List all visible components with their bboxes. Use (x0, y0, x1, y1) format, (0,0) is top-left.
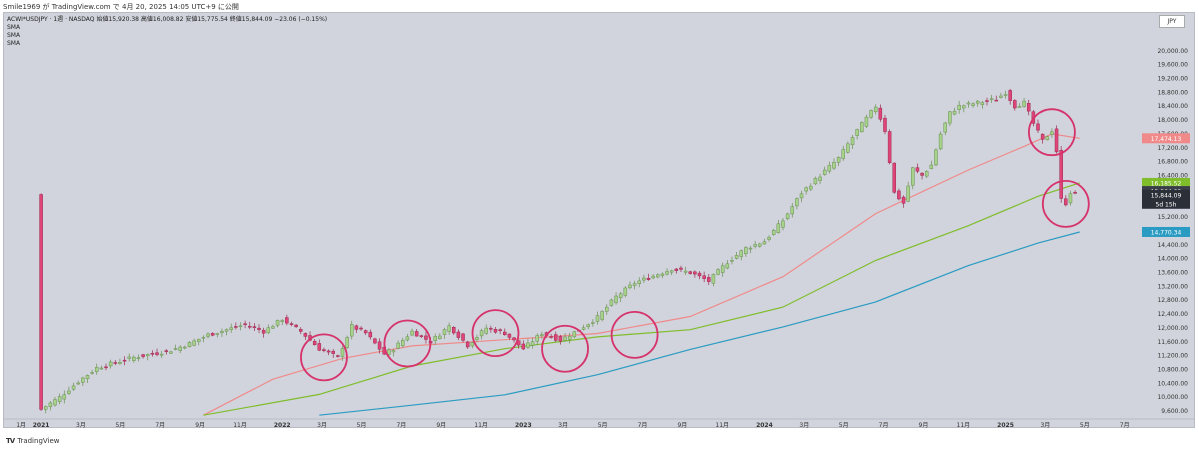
indicator-sma-2[interactable]: SMA (7, 32, 21, 39)
indicator-sma-3[interactable]: SMA (7, 40, 21, 47)
currency-label[interactable]: JPY (1159, 15, 1185, 28)
chart-legend: ACWI*USDJPY · 1週 · NASDAQ 始値15,920.38 高値… (7, 16, 327, 48)
indicator-sma-1[interactable]: SMA (7, 24, 21, 31)
ohlc-values: 始値15,920.38 高値16,008.82 安値15,775.54 終値15… (96, 16, 328, 23)
tradingview-logo-icon: TV (6, 437, 15, 445)
brand-name[interactable]: TradingView (17, 437, 60, 445)
legend-title-row: ACWI*USDJPY · 1週 · NASDAQ 始値15,920.38 高値… (7, 16, 327, 24)
footer: TV TradingView (6, 437, 60, 445)
chart-panel[interactable] (3, 12, 1195, 428)
publisher-line: Smile1969 が TradingView.com で 4月 20, 202… (3, 3, 239, 11)
symbol-title[interactable]: ACWI*USDJPY · 1週 · NASDAQ (7, 16, 95, 23)
